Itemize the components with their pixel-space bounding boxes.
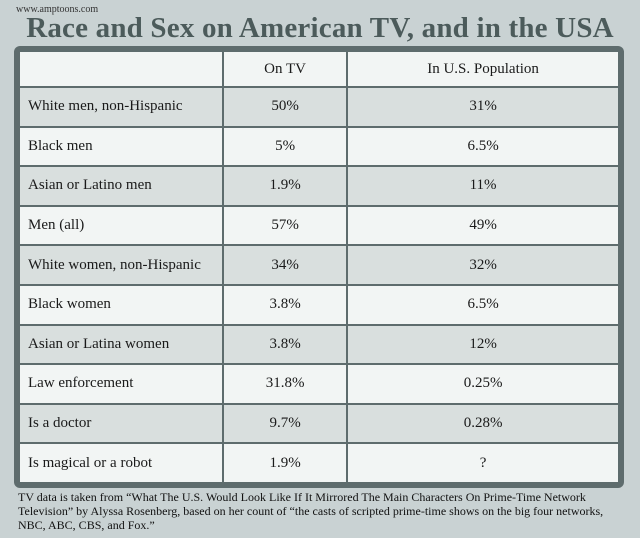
on-tv-value: 3.8% bbox=[224, 285, 347, 324]
row-label: White men, non-Hispanic bbox=[20, 88, 222, 126]
table-row: Asian or Latino men 1.9% 11% bbox=[20, 167, 618, 205]
table-row: Is a doctor 9.7% 0.28% bbox=[20, 404, 618, 443]
row-label: Asian or Latina women bbox=[20, 325, 222, 364]
on-tv-value: 50% bbox=[224, 88, 347, 126]
on-tv-value: 34% bbox=[224, 246, 347, 284]
on-tv-value: 57% bbox=[224, 206, 347, 245]
population-value: 6.5% bbox=[348, 285, 618, 324]
table-row: Law enforcement 31.8% 0.25% bbox=[20, 365, 618, 403]
on-tv-value: 3.8% bbox=[224, 325, 347, 364]
row-label: Asian or Latino men bbox=[20, 167, 222, 205]
row-label: Black women bbox=[20, 285, 222, 324]
table-row: White women, non-Hispanic 34% 32% bbox=[20, 246, 618, 284]
population-value: 0.28% bbox=[348, 404, 618, 443]
row-label: Men (all) bbox=[20, 206, 222, 245]
population-value: 49% bbox=[348, 206, 618, 245]
table-header-row: On TV In U.S. Population bbox=[20, 52, 618, 86]
table-row: Men (all) 57% 49% bbox=[20, 206, 618, 245]
on-tv-value: 9.7% bbox=[224, 404, 347, 443]
site-url: www.amptoons.com bbox=[16, 4, 99, 15]
header-cell-population: In U.S. Population bbox=[348, 52, 618, 86]
population-value: ? bbox=[348, 444, 618, 482]
population-value: 12% bbox=[348, 325, 618, 364]
row-label: Law enforcement bbox=[20, 365, 222, 403]
on-tv-value: 1.9% bbox=[224, 444, 347, 482]
header-cell-on-tv: On TV bbox=[224, 52, 347, 86]
on-tv-value: 5% bbox=[224, 127, 347, 166]
table-row: White men, non-Hispanic 50% 31% bbox=[20, 88, 618, 126]
table-row: Is magical or a robot 1.9%? bbox=[20, 444, 618, 482]
footnote: TV data is taken from “What The U.S. Wou… bbox=[18, 490, 604, 532]
population-value: 11% bbox=[348, 167, 618, 205]
table-row: Black women 3.8% 6.5% bbox=[20, 285, 618, 324]
population-value: 32% bbox=[348, 246, 618, 284]
on-tv-value: 31.8% bbox=[224, 365, 347, 403]
row-label: Is a doctor bbox=[20, 404, 222, 443]
population-value: 31% bbox=[348, 88, 618, 126]
row-label: Is magical or a robot bbox=[20, 444, 222, 482]
data-table: On TV In U.S. Population White men, non-… bbox=[18, 50, 620, 484]
table-row: Asian or Latina women 3.8% 12% bbox=[20, 325, 618, 364]
population-value: 6.5% bbox=[348, 127, 618, 166]
population-value: 0.25% bbox=[348, 365, 618, 403]
page-title: Race and Sex on American TV, and in the … bbox=[26, 12, 614, 44]
row-label: White women, non-Hispanic bbox=[20, 246, 222, 284]
data-table-frame: On TV In U.S. Population White men, non-… bbox=[14, 46, 624, 488]
table-row: Black men 5% 6.5% bbox=[20, 127, 618, 166]
on-tv-value: 1.9% bbox=[224, 167, 347, 205]
table-body: White men, non-Hispanic 50% 31% Black men 5%… bbox=[20, 88, 618, 482]
header-cell-blank bbox=[20, 52, 222, 86]
row-label: Black men bbox=[20, 127, 222, 166]
